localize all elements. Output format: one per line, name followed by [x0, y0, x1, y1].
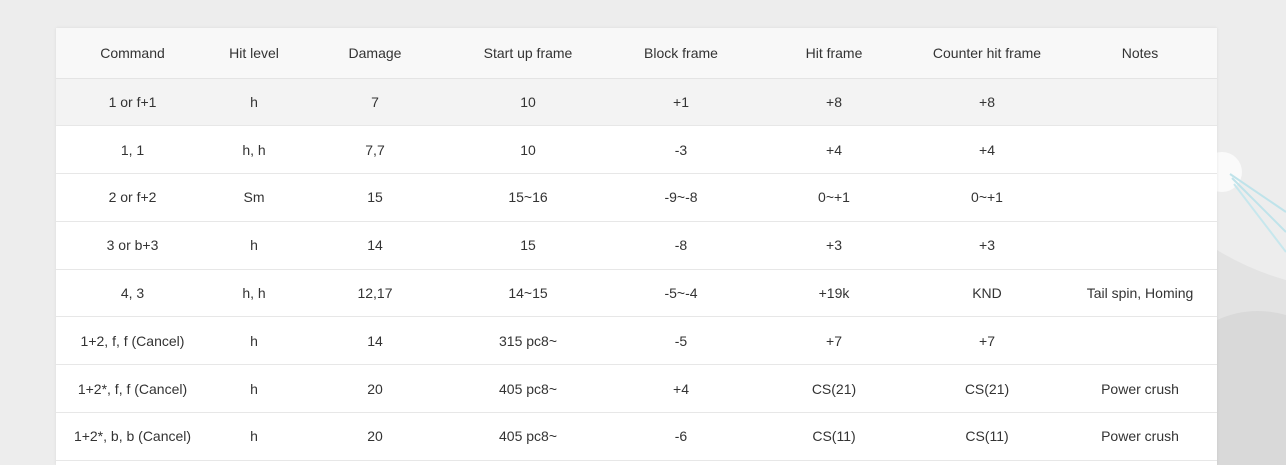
cell-notes: Power crush	[1101, 380, 1179, 397]
cell-damage: 7	[371, 93, 379, 110]
cell-damage: 14	[367, 237, 383, 254]
table-row[interactable]: 1+2*, b, b (Cancel) h 20 405 pc8~ -6 CS(…	[56, 413, 1217, 461]
column-header-damage[interactable]: Damage	[299, 28, 451, 79]
cell-block: -6	[674, 428, 688, 445]
frame-data-table: Command Hit level Damage Start up frame …	[56, 28, 1217, 461]
cell-hit-level: Sm	[243, 189, 265, 206]
cell-counter: +7	[979, 332, 995, 349]
cell-notes	[1063, 126, 1217, 174]
cell-hit-level: h	[250, 380, 258, 397]
cell-command: 1+2, f, f (Cancel)	[80, 332, 185, 349]
column-header-startup-frame[interactable]: Start up frame	[451, 28, 605, 79]
cell-block: +1	[673, 93, 689, 110]
table-row[interactable]: 4, 3 h, h 12,17 14~15 -5~-4 +19k KND Tai…	[56, 269, 1217, 317]
table-row[interactable]: 2 or f+2 Sm 15 15~16 -9~-8 0~+1 0~+1	[56, 174, 1217, 222]
header-row: Command Hit level Damage Start up frame …	[56, 28, 1217, 79]
table-row[interactable]: 1 or f+1 h 7 10 +1 +8 +8	[56, 78, 1217, 126]
cell-damage: 12,17	[357, 285, 393, 302]
table-row[interactable]: 1+2, f, f (Cancel) h 14 315 pc8~ -5 +7 +…	[56, 317, 1217, 365]
cell-block: +4	[673, 380, 689, 397]
cell-command: 1+2*, b, b (Cancel)	[73, 428, 192, 445]
cell-hit-level: h, h	[242, 285, 266, 302]
cell-notes: Power crush	[1101, 428, 1179, 445]
cell-block: -8	[674, 237, 688, 254]
cell-block: -5	[674, 332, 688, 349]
cell-damage: 20	[367, 380, 383, 397]
column-header-hit-level[interactable]: Hit level	[209, 28, 299, 79]
cell-hit: CS(21)	[811, 380, 857, 397]
cell-command: 1, 1	[120, 141, 145, 158]
cell-damage: 7,7	[365, 141, 385, 158]
cell-notes	[1063, 174, 1217, 222]
cell-damage: 15	[367, 189, 383, 206]
cell-counter: CS(11)	[965, 428, 1009, 445]
table-row[interactable]: 3 or b+3 h 14 15 -8 +3 +3	[56, 221, 1217, 270]
cell-counter: +3	[979, 237, 995, 254]
cell-block: -9~-8	[664, 189, 698, 206]
cell-command: 1 or f+1	[108, 93, 157, 110]
cell-counter: +8	[979, 93, 995, 110]
cell-hit: +4	[826, 141, 842, 158]
cell-startup: 14~15	[508, 285, 548, 302]
cell-startup: 315 pc8~	[499, 332, 557, 349]
cell-damage: 14	[367, 332, 383, 349]
cell-counter: KND	[972, 285, 1002, 302]
cell-command: 4, 3	[120, 285, 145, 302]
cell-hit: +8	[826, 93, 842, 110]
table-header: Command Hit level Damage Start up frame …	[56, 28, 1217, 79]
table-row[interactable]: 1, 1 h, h 7,7 10 -3 +4 +4	[56, 126, 1217, 174]
cell-notes: Tail spin, Homing	[1086, 285, 1194, 302]
cell-counter: CS(21)	[964, 380, 1010, 397]
column-header-block-frame[interactable]: Block frame	[605, 28, 757, 79]
table-body: 1 or f+1 h 7 10 +1 +8 +8 1, 1 h, h 7,7 1…	[56, 78, 1217, 461]
cell-hit: CS(11)	[812, 428, 856, 445]
cell-startup: 15	[520, 237, 536, 254]
cell-counter: 0~+1	[971, 189, 1003, 206]
cell-block: -5~-4	[664, 285, 698, 302]
cell-hit: +7	[826, 332, 842, 349]
cell-hit-level: h, h	[242, 141, 266, 158]
column-header-hit-frame[interactable]: Hit frame	[757, 28, 911, 79]
cell-hit: +3	[826, 237, 842, 254]
cell-command: 3 or b+3	[106, 237, 159, 254]
cell-hit-level: h	[250, 332, 258, 349]
cell-counter: +4	[979, 141, 995, 158]
column-header-command[interactable]: Command	[56, 28, 209, 79]
cell-startup: 10	[520, 93, 536, 110]
cell-hit-level: h	[250, 237, 258, 254]
cell-hit: 0~+1	[818, 189, 850, 206]
cell-hit-level: h	[250, 93, 258, 110]
frame-data-table-card: Command Hit level Damage Start up frame …	[56, 28, 1217, 465]
column-header-notes[interactable]: Notes	[1063, 28, 1217, 79]
cell-startup: 15~16	[508, 189, 548, 206]
cell-startup: 405 pc8~	[499, 380, 557, 397]
cell-notes	[1063, 221, 1217, 269]
cell-notes	[1063, 78, 1217, 126]
cell-startup: 10	[520, 141, 536, 158]
cell-startup: 405 pc8~	[499, 428, 557, 445]
cell-hit-level: h	[250, 428, 258, 445]
cell-notes	[1063, 317, 1217, 365]
cell-command: 1+2*, f, f (Cancel)	[77, 380, 188, 397]
column-header-counter-hit-frame[interactable]: Counter hit frame	[911, 28, 1063, 79]
cell-command: 2 or f+2	[108, 189, 157, 206]
cell-hit: +19k	[818, 285, 850, 302]
cell-block: -3	[674, 141, 688, 158]
table-row[interactable]: 1+2*, f, f (Cancel) h 20 405 pc8~ +4 CS(…	[56, 365, 1217, 413]
cell-damage: 20	[367, 428, 383, 445]
